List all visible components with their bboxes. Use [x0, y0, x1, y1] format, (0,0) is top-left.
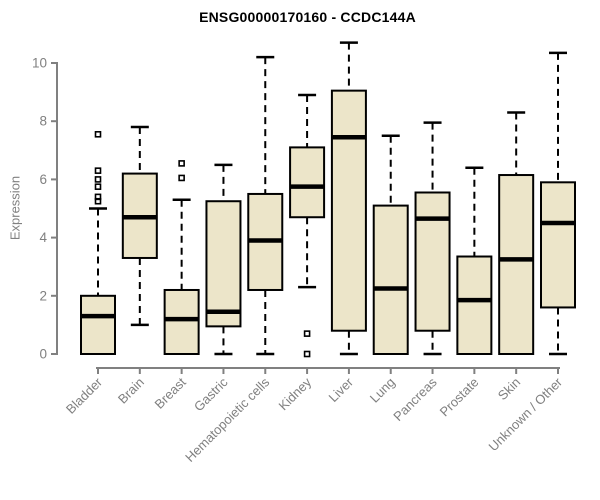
box-Kidney: [289, 146, 326, 219]
box-Breast: [163, 288, 200, 356]
x-category-label: Lung: [367, 375, 398, 406]
y-tick-label: 6: [39, 172, 47, 187]
x-category-label: Unknown / Other: [486, 374, 566, 454]
box-Lung: [372, 204, 409, 355]
outlier-point: [94, 176, 102, 183]
box-Skin: [498, 174, 535, 355]
box-Prostate: [456, 255, 493, 356]
x-category-label: Bladder: [63, 374, 106, 417]
outlier-point: [178, 160, 185, 167]
y-tick-label: 10: [32, 56, 47, 71]
x-category-label: Pancreas: [390, 374, 440, 424]
outlier-point: [178, 174, 185, 182]
y-tick-label: 2: [39, 288, 47, 303]
box-Gastric: [205, 200, 242, 328]
x-category-label: Liver: [325, 374, 356, 405]
x-category-label: Brain: [115, 375, 147, 407]
box-Liver: [330, 89, 367, 332]
x-category-label: Gastric: [191, 374, 231, 414]
box-Bladder: [80, 294, 116, 355]
y-tick-label: 0: [39, 347, 47, 362]
outlier-point: [94, 130, 102, 138]
y-tick-label: 8: [39, 114, 47, 129]
x-category-label: Kidney: [275, 374, 314, 413]
y-tick-label: 4: [39, 230, 47, 245]
outlier-point: [94, 197, 102, 205]
outlier-point: [303, 350, 311, 358]
outlier-point: [94, 183, 102, 190]
x-category-label: Breast: [152, 374, 189, 411]
box-Unknown / Other: [540, 181, 576, 309]
chart-title: ENSG00000170160 - CCDC144A: [199, 9, 416, 25]
outlier-point: [303, 330, 311, 337]
box-Pancreas: [414, 191, 451, 332]
x-category-label: Prostate: [437, 375, 482, 420]
outlier-point: [94, 167, 102, 174]
x-category-label: Skin: [495, 375, 523, 403]
